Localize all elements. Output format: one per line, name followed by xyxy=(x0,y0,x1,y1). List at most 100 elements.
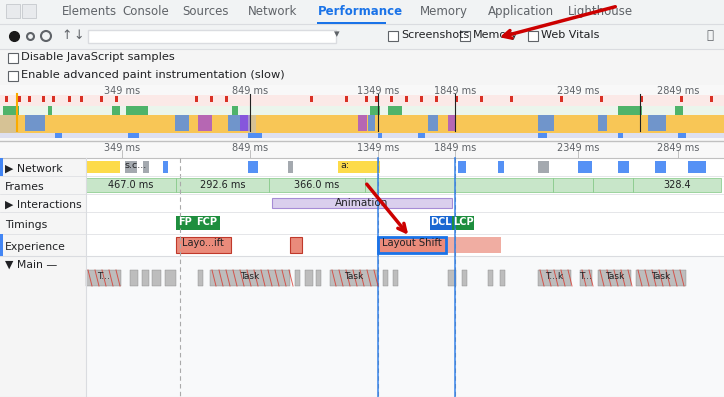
Bar xyxy=(194,216,220,230)
Bar xyxy=(316,270,321,286)
Bar xyxy=(365,96,368,102)
Text: Lighthouse: Lighthouse xyxy=(568,5,633,18)
Bar xyxy=(358,115,367,131)
Bar xyxy=(0,194,724,212)
Bar xyxy=(112,106,120,115)
Text: FP: FP xyxy=(178,217,192,227)
Text: ↑: ↑ xyxy=(61,29,72,42)
Bar xyxy=(0,106,724,115)
Bar xyxy=(0,194,86,212)
Text: 1349 ms: 1349 ms xyxy=(357,143,399,153)
Text: Elements: Elements xyxy=(62,5,117,18)
Bar xyxy=(345,96,348,102)
Bar xyxy=(0,212,724,234)
Bar xyxy=(375,96,378,102)
Bar xyxy=(240,115,250,131)
Bar xyxy=(710,96,713,102)
Bar xyxy=(228,115,250,131)
Text: Animation: Animation xyxy=(335,198,389,208)
Bar xyxy=(5,96,8,102)
Bar xyxy=(100,96,103,102)
Bar xyxy=(618,133,623,138)
Bar xyxy=(598,115,607,131)
Bar xyxy=(128,133,139,138)
Bar xyxy=(22,4,36,18)
Bar xyxy=(176,178,269,192)
Bar xyxy=(210,96,213,102)
Text: 🗑: 🗑 xyxy=(706,29,713,42)
Bar xyxy=(48,106,52,115)
Bar xyxy=(462,270,467,286)
Bar xyxy=(86,178,176,192)
Bar xyxy=(598,270,631,286)
Bar xyxy=(225,96,228,102)
Bar xyxy=(0,234,724,256)
Bar xyxy=(0,176,86,194)
Bar xyxy=(86,270,121,286)
Bar xyxy=(8,71,18,81)
Bar xyxy=(0,49,724,67)
Bar xyxy=(142,270,149,286)
Bar xyxy=(528,31,538,41)
Text: 366.0 ms: 366.0 ms xyxy=(295,180,340,190)
Text: Experience: Experience xyxy=(5,242,66,252)
Text: 292.6 ms: 292.6 ms xyxy=(200,180,245,190)
Bar xyxy=(317,22,387,24)
Bar xyxy=(269,178,365,192)
Text: Console: Console xyxy=(122,5,169,18)
Bar xyxy=(28,96,31,102)
Bar xyxy=(0,115,724,133)
Bar xyxy=(383,270,388,286)
Text: ▼ Main —: ▼ Main — xyxy=(5,260,57,270)
Bar xyxy=(86,161,120,173)
Text: 349 ms: 349 ms xyxy=(104,143,140,153)
Bar xyxy=(452,216,474,230)
Bar xyxy=(198,115,212,131)
Bar xyxy=(480,96,483,102)
Bar xyxy=(0,158,3,176)
Text: 2349 ms: 2349 ms xyxy=(557,86,599,96)
Bar xyxy=(0,133,724,138)
Bar xyxy=(488,270,493,286)
Bar xyxy=(448,115,455,131)
Text: T...k: T...k xyxy=(545,272,563,281)
Text: ▶ Network: ▶ Network xyxy=(5,164,62,174)
Bar xyxy=(498,161,504,173)
Bar xyxy=(390,96,393,102)
Bar xyxy=(0,115,18,133)
Bar xyxy=(88,30,336,43)
Bar xyxy=(310,96,313,102)
Bar xyxy=(8,53,18,63)
Bar xyxy=(25,115,45,131)
Text: Frames: Frames xyxy=(5,182,45,192)
Bar xyxy=(305,270,313,286)
Bar xyxy=(195,96,198,102)
Bar xyxy=(0,176,724,194)
Text: Task: Task xyxy=(605,272,624,281)
Bar xyxy=(0,234,3,256)
Text: Timings: Timings xyxy=(5,220,47,230)
Bar xyxy=(458,161,466,173)
Bar xyxy=(370,106,380,115)
Bar xyxy=(388,31,398,41)
Bar xyxy=(648,115,666,131)
Bar xyxy=(368,115,375,131)
Bar xyxy=(126,106,148,115)
Bar xyxy=(418,133,425,138)
Text: 2849 ms: 2849 ms xyxy=(657,143,699,153)
Text: Enable advanced paint instrumentation (slow): Enable advanced paint instrumentation (s… xyxy=(21,70,285,80)
Bar xyxy=(176,237,231,253)
Bar xyxy=(165,270,176,286)
Bar xyxy=(0,95,724,106)
Bar xyxy=(0,85,724,141)
Text: Screenshots: Screenshots xyxy=(401,30,469,40)
Text: Disable JavaScript samples: Disable JavaScript samples xyxy=(21,52,174,62)
Bar xyxy=(538,161,549,173)
Bar xyxy=(365,178,553,192)
Bar xyxy=(80,96,83,102)
Text: Memory: Memory xyxy=(420,5,468,18)
Bar xyxy=(378,133,382,138)
Bar xyxy=(248,115,256,133)
Bar xyxy=(678,133,686,138)
Bar xyxy=(388,106,402,115)
